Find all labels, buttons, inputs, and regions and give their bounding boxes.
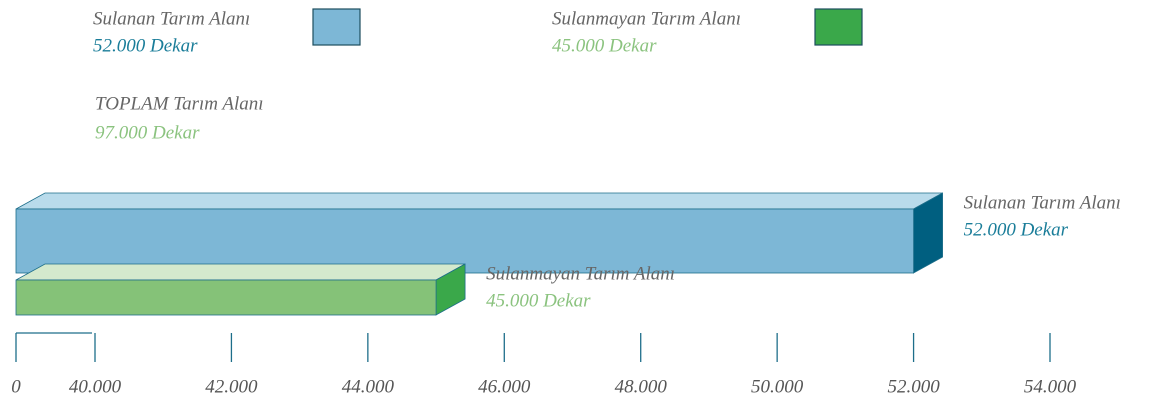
- x-tick-label: 50.000: [751, 376, 804, 397]
- legend-value: 52.000 Dekar: [93, 35, 198, 56]
- x-tick-label: 48.000: [615, 376, 668, 397]
- bar-label: Sulanan Tarım Alanı: [964, 192, 1121, 213]
- legend-swatch: [312, 8, 361, 46]
- value-label: 52.000 Dekar: [964, 219, 1069, 240]
- value-label: 45.000 Dekar: [486, 290, 591, 311]
- x-tick-label: 46.000: [478, 376, 531, 397]
- legend-label: Sulanmayan Tarım Alanı: [552, 8, 741, 29]
- bar-label: Sulanmayan Tarım Alanı: [486, 263, 675, 284]
- legend-label: Sulanan Tarım Alanı: [93, 8, 250, 29]
- bar: [15, 279, 437, 316]
- legend-swatch: [814, 8, 863, 46]
- x-tick-label: 44.000: [342, 376, 395, 397]
- total-label: TOPLAM Tarım Alanı: [95, 93, 264, 114]
- bar-top: [15, 192, 943, 210]
- x-tick-label: 54.000: [1024, 376, 1077, 397]
- x-tick-label: 0: [11, 376, 21, 397]
- bar: [15, 208, 914, 274]
- x-tick-label: 40.000: [69, 376, 122, 397]
- x-tick-label: 52.000: [887, 376, 940, 397]
- x-tick-label: 42.000: [205, 376, 258, 397]
- legend-value: 45.000 Dekar: [552, 35, 657, 56]
- total-value: 97.000 Dekar: [95, 122, 200, 143]
- bar-top: [15, 263, 466, 281]
